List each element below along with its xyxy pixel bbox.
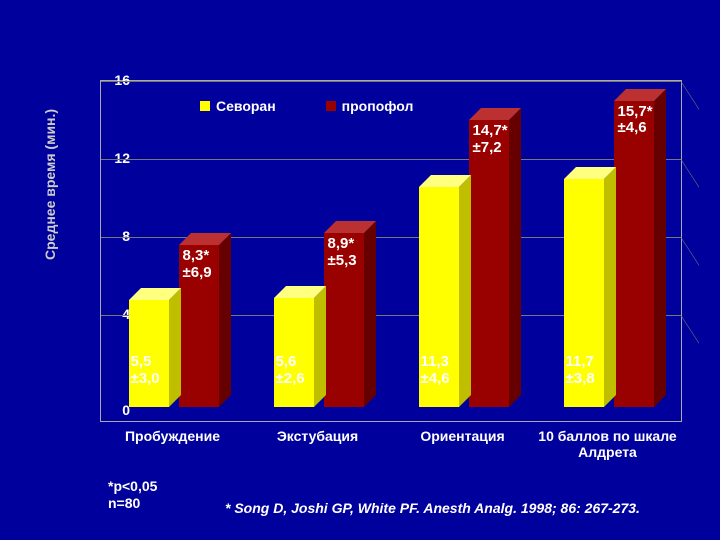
bar-value-label: 5,6±2,6 — [276, 354, 305, 387]
footnote-p: *p<0,05 — [108, 478, 157, 494]
bar-side — [604, 167, 616, 407]
category-label: 10 баллов по шкале Алдрета — [538, 428, 678, 460]
y-axis-title: Среднее время (мин.) — [42, 109, 58, 260]
legend-item-1: пропофол — [326, 98, 414, 114]
bar-side — [509, 108, 521, 407]
category-label: Ориентация — [393, 428, 533, 444]
footnote-n: n=80 — [108, 495, 140, 511]
legend-swatch-1 — [326, 101, 336, 111]
bar-value-label: 5,5±3,0 — [131, 354, 160, 387]
bar-value-label: 15,7*±4,6 — [618, 104, 653, 137]
y-tick-label: 16 — [100, 73, 130, 87]
legend-item-0: Севоран — [200, 98, 276, 114]
y-tick-label: 0 — [100, 403, 130, 417]
y-tick-label: 12 — [100, 151, 130, 165]
bar-side — [459, 175, 471, 407]
bar-side — [169, 288, 181, 407]
bar-front — [469, 120, 509, 407]
bar-value-label: 8,3*±6,9 — [183, 248, 212, 281]
bar-side — [219, 233, 231, 407]
bar-front — [614, 101, 654, 407]
bar-value-label: 11,3±4,6 — [421, 354, 450, 387]
category-label: Пробуждение — [103, 428, 243, 444]
y-tick-label: 4 — [100, 307, 130, 321]
gridline — [101, 81, 681, 82]
footnote-citation: * Song D, Joshi GP, White PF. Anesth Ana… — [225, 500, 640, 516]
bar-value-label: 14,7*±7,2 — [473, 123, 508, 156]
chart-container: 5,5±3,0 8,3*±6,9 5,6±2,6 8,9*±5,3 11,3±4,6 14… — [100, 80, 680, 460]
bar — [614, 101, 654, 407]
bar-value-label: 11,7±3,8 — [566, 354, 595, 387]
footnote-significance: *p<0,05 n=80 — [108, 478, 157, 512]
bar-side — [364, 221, 376, 407]
bar — [469, 120, 509, 407]
legend-label-1: пропофол — [342, 98, 414, 114]
bar-value-label: 8,9*±5,3 — [328, 236, 357, 269]
chart-legend: Севоран пропофол — [200, 98, 413, 114]
y-tick-label: 8 — [100, 229, 130, 243]
plot-area: 5,5±3,0 8,3*±6,9 5,6±2,6 8,9*±5,3 11,3±4,6 14… — [100, 80, 682, 422]
legend-swatch-0 — [200, 101, 210, 111]
category-label: Экстубация — [248, 428, 388, 444]
gridline — [101, 159, 681, 160]
legend-label-0: Севоран — [216, 98, 276, 114]
bar-side — [654, 89, 666, 407]
bar-side — [314, 286, 326, 407]
